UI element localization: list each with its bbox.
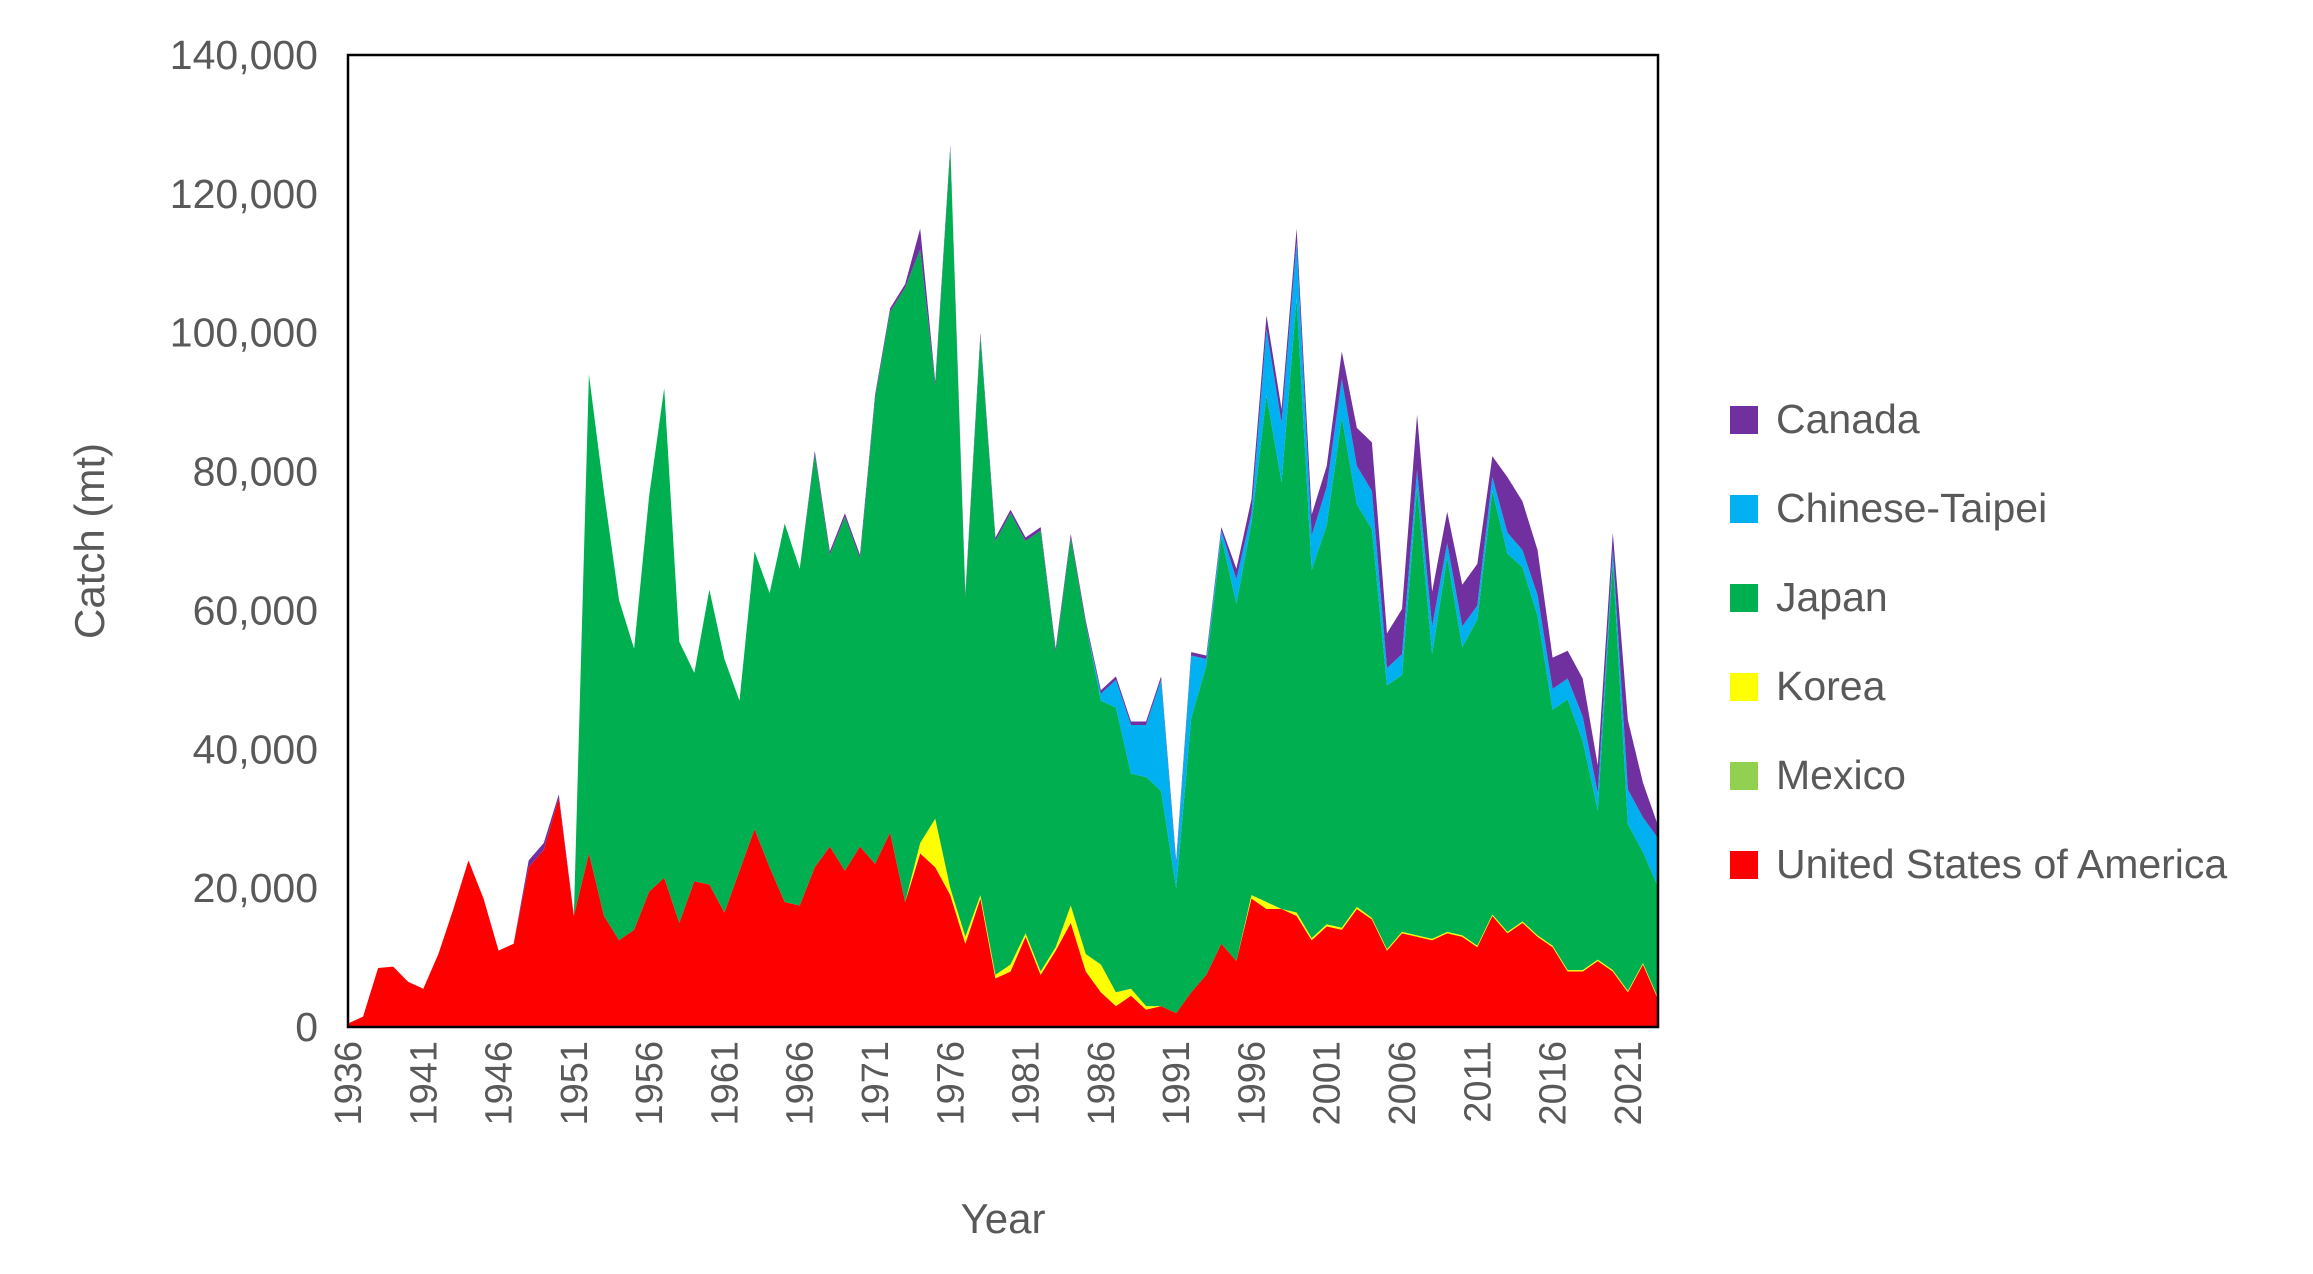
legend-label: Canada: [1776, 396, 1920, 442]
legend-label: Chinese-Taipei: [1776, 485, 2047, 531]
x-axis-ticks: 1936 1941 1946 1951 1956 1961 1966 1971 1976 1981…: [328, 1041, 1650, 1126]
y-tick-label: 100,000: [170, 310, 318, 356]
y-tick-label: 120,000: [170, 171, 318, 217]
y-tick-label: 40,000: [193, 726, 318, 772]
legend-swatch: [1730, 406, 1758, 434]
legend-item: Japan: [1730, 574, 1888, 620]
x-tick-label: 2016: [1533, 1041, 1575, 1126]
legend-swatch: [1730, 584, 1758, 612]
series-areas: [348, 145, 1658, 1027]
legend-label: United States of America: [1776, 841, 2227, 887]
area-series-japan: [348, 148, 1658, 1024]
x-tick-label: 1941: [403, 1041, 445, 1126]
legend-label: Mexico: [1776, 752, 1906, 798]
x-tick-label: 1986: [1081, 1041, 1123, 1126]
legend-item: Chinese-Taipei: [1730, 485, 2047, 531]
y-axis-ticks: 0 20,000 40,000 60,000 80,000 100,000 120,000 1…: [170, 32, 318, 1050]
y-tick-label: 60,000: [193, 587, 318, 633]
x-tick-label: 1971: [855, 1041, 897, 1126]
legend-swatch: [1730, 495, 1758, 523]
plot-area-border: [346, 53, 1660, 1029]
x-tick-label: 2001: [1307, 1041, 1349, 1126]
legend-swatch: [1730, 673, 1758, 701]
x-tick-label: 1966: [780, 1041, 822, 1126]
x-tick-label: 1976: [930, 1041, 972, 1126]
y-axis-title: Catch (mt): [66, 443, 113, 639]
y-tick-label: 80,000: [193, 449, 318, 495]
y-tick-label: 0: [295, 1004, 318, 1050]
x-tick-label: 1981: [1006, 1041, 1048, 1126]
x-axis-title: Year: [961, 1195, 1046, 1242]
x-tick-label: 1936: [328, 1041, 370, 1126]
legend-label: Korea: [1776, 663, 1886, 709]
legend-item: United States of America: [1730, 841, 2227, 887]
x-tick-label: 2021: [1608, 1041, 1650, 1126]
x-tick-label: 1961: [704, 1041, 746, 1126]
x-tick-label: 1956: [629, 1041, 671, 1126]
y-tick-label: 140,000: [170, 32, 318, 78]
x-tick-label: 1951: [554, 1041, 596, 1126]
legend-label: Japan: [1776, 574, 1888, 620]
x-tick-label: 2011: [1457, 1041, 1499, 1123]
area-series-united-states-of-america: [348, 797, 1658, 1027]
legend-item: Canada: [1730, 396, 1920, 442]
x-tick-label: 2006: [1382, 1041, 1424, 1126]
legend-item: Mexico: [1730, 752, 1906, 798]
x-tick-label: 1991: [1156, 1041, 1198, 1126]
legend-swatch: [1730, 851, 1758, 879]
x-tick-label: 1946: [479, 1041, 521, 1126]
x-tick-label: 1996: [1231, 1041, 1273, 1126]
legend-item: Korea: [1730, 663, 1886, 709]
legend: Canada Chinese-Taipei Japan Korea Mexico Unit…: [1730, 396, 2227, 887]
y-tick-label: 20,000: [193, 865, 318, 911]
legend-swatch: [1730, 762, 1758, 790]
